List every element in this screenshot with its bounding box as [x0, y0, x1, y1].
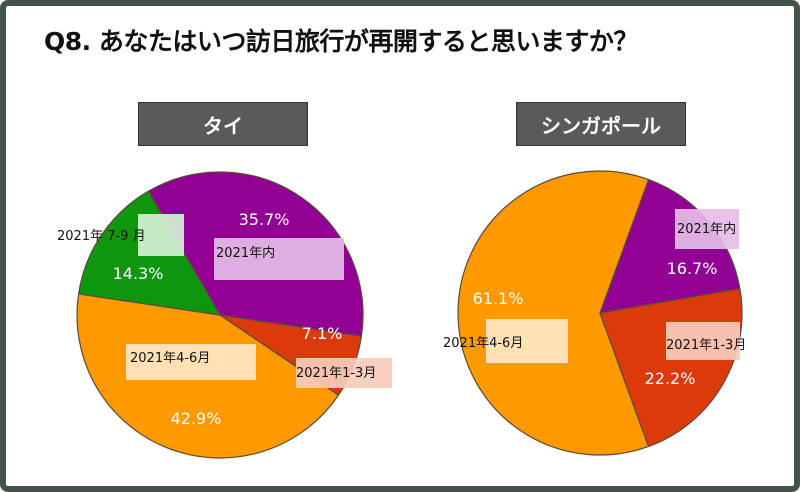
- singapore-category-label-3: 2021年4-6月: [443, 336, 523, 351]
- singapore-pie: 2021年内 2021年1-3月 2021年4-6月 16.7% 22.2% 61.1%: [443, 170, 746, 456]
- thailand-chart-header: タイ: [138, 102, 308, 146]
- thailand-value-label-1: 35.7%: [239, 210, 290, 229]
- chart-title: Q8. あなたはいつ訪日旅行が再開すると思いますか？: [44, 27, 638, 56]
- thailand-category-label-3: 2021年4-6月: [130, 351, 210, 366]
- singapore-category-label-2: 2021年1-3月: [666, 338, 746, 353]
- thailand-category-label-box-2: [296, 358, 392, 388]
- thailand-value-label-2: 7.1%: [302, 324, 343, 343]
- thailand-category-label-2: 2021年1-3月: [296, 366, 376, 381]
- thailand-category-label-1: 2021年内: [216, 245, 275, 261]
- singapore-category-label-box-3: [486, 319, 568, 363]
- thailand-value-label-3: 42.9%: [171, 409, 222, 428]
- thailand-category-label-box-1: [214, 238, 344, 280]
- singapore-value-label-2: 22.2%: [645, 369, 696, 388]
- singapore-slice-3: [457, 170, 650, 456]
- thailand-category-label-4: 2021年 7-9 月: [57, 229, 146, 244]
- singapore-chart-header: シンガポール: [516, 102, 686, 146]
- singapore-category-label-1: 2021年内: [677, 221, 736, 237]
- singapore-value-label-1: 16.7%: [667, 259, 718, 278]
- thailand-pie: 2021年内 2021年1-3月 2021年4-6月 2021年 7-9 月 35.7%…: [57, 171, 392, 459]
- singapore-value-label-3: 61.1%: [473, 289, 524, 308]
- thailand-category-label-box-3: [126, 344, 256, 380]
- singapore-category-label-box-1: [675, 209, 739, 249]
- singapore-category-label-box-2: [666, 322, 740, 360]
- thailand-value-label-4: 14.3%: [113, 264, 164, 283]
- thailand-category-label-box-4: [138, 214, 184, 256]
